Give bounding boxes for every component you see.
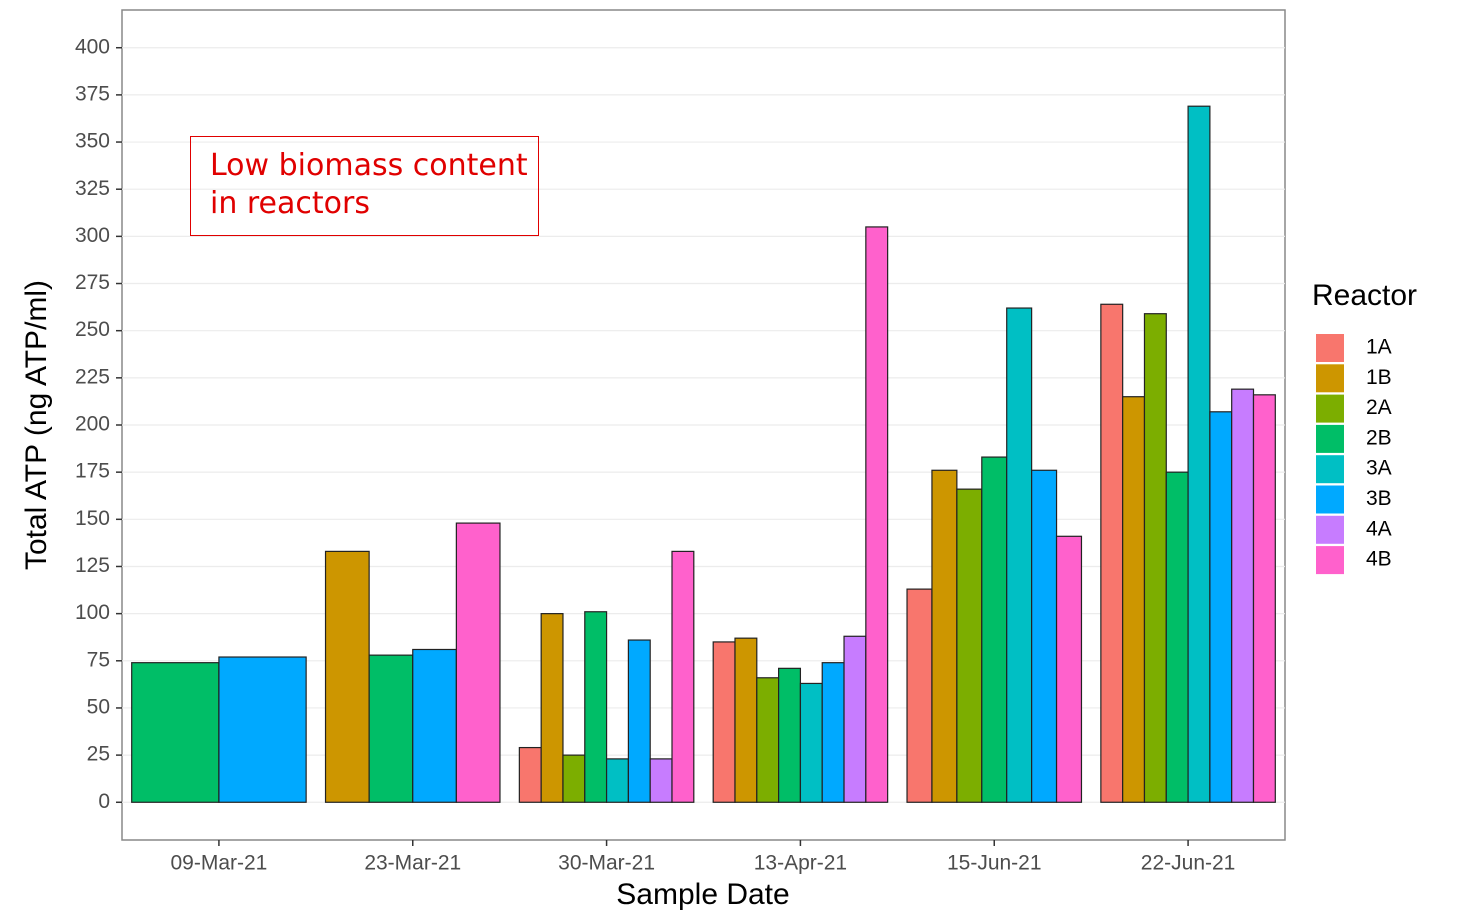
legend-label: 4A bbox=[1366, 517, 1392, 540]
bar bbox=[218, 656, 307, 803]
legend-label: 4B bbox=[1366, 548, 1392, 571]
y-tick-label: 300 bbox=[75, 224, 110, 247]
bar bbox=[756, 677, 780, 803]
bar bbox=[799, 682, 823, 803]
x-tick-label: 22-Jun-21 bbox=[1141, 852, 1236, 875]
bar bbox=[1006, 307, 1033, 803]
bar bbox=[605, 758, 629, 803]
x-tick-label: 09-Mar-21 bbox=[170, 852, 267, 875]
y-tick-label: 200 bbox=[75, 413, 110, 436]
y-tick-label: 325 bbox=[75, 177, 110, 200]
bar bbox=[1209, 411, 1233, 803]
bar bbox=[1100, 303, 1124, 803]
x-tick-label: 13-Apr-21 bbox=[754, 852, 847, 875]
y-tick-label: 75 bbox=[87, 648, 110, 671]
x-tick-label: 30-Mar-21 bbox=[558, 852, 655, 875]
legend-swatch bbox=[1316, 364, 1344, 393]
bar bbox=[906, 588, 933, 803]
x-tick-label: 23-Mar-21 bbox=[364, 852, 461, 875]
legend-swatch bbox=[1316, 515, 1344, 544]
bar bbox=[412, 648, 457, 803]
bar bbox=[1143, 313, 1167, 803]
y-tick-label: 125 bbox=[75, 554, 110, 577]
y-tick-label: 275 bbox=[75, 271, 110, 294]
y-tick-label: 25 bbox=[87, 743, 110, 766]
bar bbox=[1122, 396, 1146, 803]
y-tick-label: 400 bbox=[75, 35, 110, 58]
legend-swatch bbox=[1316, 424, 1344, 453]
y-tick-label: 225 bbox=[75, 365, 110, 388]
y-tick-label: 375 bbox=[75, 82, 110, 105]
bar bbox=[368, 654, 414, 803]
bar bbox=[931, 469, 958, 803]
legend-label: 1A bbox=[1366, 336, 1392, 359]
bar bbox=[671, 550, 695, 803]
bar bbox=[843, 635, 867, 803]
annotation: Low biomass content in reactors bbox=[190, 136, 539, 236]
legend-label: 1B bbox=[1366, 366, 1392, 389]
y-tick-label: 250 bbox=[75, 318, 110, 341]
legend-label: 2B bbox=[1366, 426, 1392, 449]
legend-swatch bbox=[1316, 334, 1344, 362]
legend-label: 2A bbox=[1366, 396, 1392, 419]
bar bbox=[981, 456, 1008, 803]
bar bbox=[584, 611, 608, 803]
bar bbox=[712, 641, 736, 803]
bar bbox=[1252, 394, 1276, 803]
bar bbox=[324, 550, 370, 803]
bar bbox=[627, 639, 651, 803]
y-tick-label: 150 bbox=[75, 507, 110, 530]
y-tick-label: 0 bbox=[98, 790, 110, 813]
legend-swatch bbox=[1316, 546, 1344, 575]
bar bbox=[821, 662, 845, 803]
bar bbox=[649, 758, 673, 803]
x-tick-label: 15-Jun-21 bbox=[947, 852, 1042, 875]
bar bbox=[518, 746, 542, 803]
bar bbox=[778, 667, 802, 803]
bar bbox=[1165, 471, 1189, 803]
y-axis-title: Total ATP (ng ATP/ml) bbox=[20, 280, 53, 570]
y-tick-label: 350 bbox=[75, 130, 110, 153]
bar bbox=[1031, 469, 1058, 803]
legend-swatch bbox=[1316, 485, 1344, 514]
legend-swatch bbox=[1316, 455, 1344, 484]
bar bbox=[131, 662, 220, 803]
y-tick-label: 50 bbox=[87, 696, 110, 719]
legend-label: 3B bbox=[1366, 487, 1392, 510]
bar bbox=[1187, 105, 1211, 803]
bar bbox=[1055, 535, 1083, 803]
bar bbox=[540, 613, 564, 803]
bar bbox=[455, 522, 501, 803]
bar bbox=[865, 226, 889, 803]
bar bbox=[562, 754, 586, 803]
legend-label: 3A bbox=[1366, 457, 1392, 480]
bar bbox=[1231, 388, 1255, 803]
grid bbox=[122, 47, 1285, 803]
bar bbox=[956, 488, 983, 803]
y-tick-label: 175 bbox=[75, 460, 110, 483]
x-axis-title: Sample Date bbox=[616, 878, 789, 911]
legend-title: Reactor bbox=[1312, 279, 1417, 312]
y-tick-label: 100 bbox=[75, 601, 110, 624]
legend-swatch bbox=[1316, 394, 1344, 423]
bar bbox=[734, 637, 758, 803]
